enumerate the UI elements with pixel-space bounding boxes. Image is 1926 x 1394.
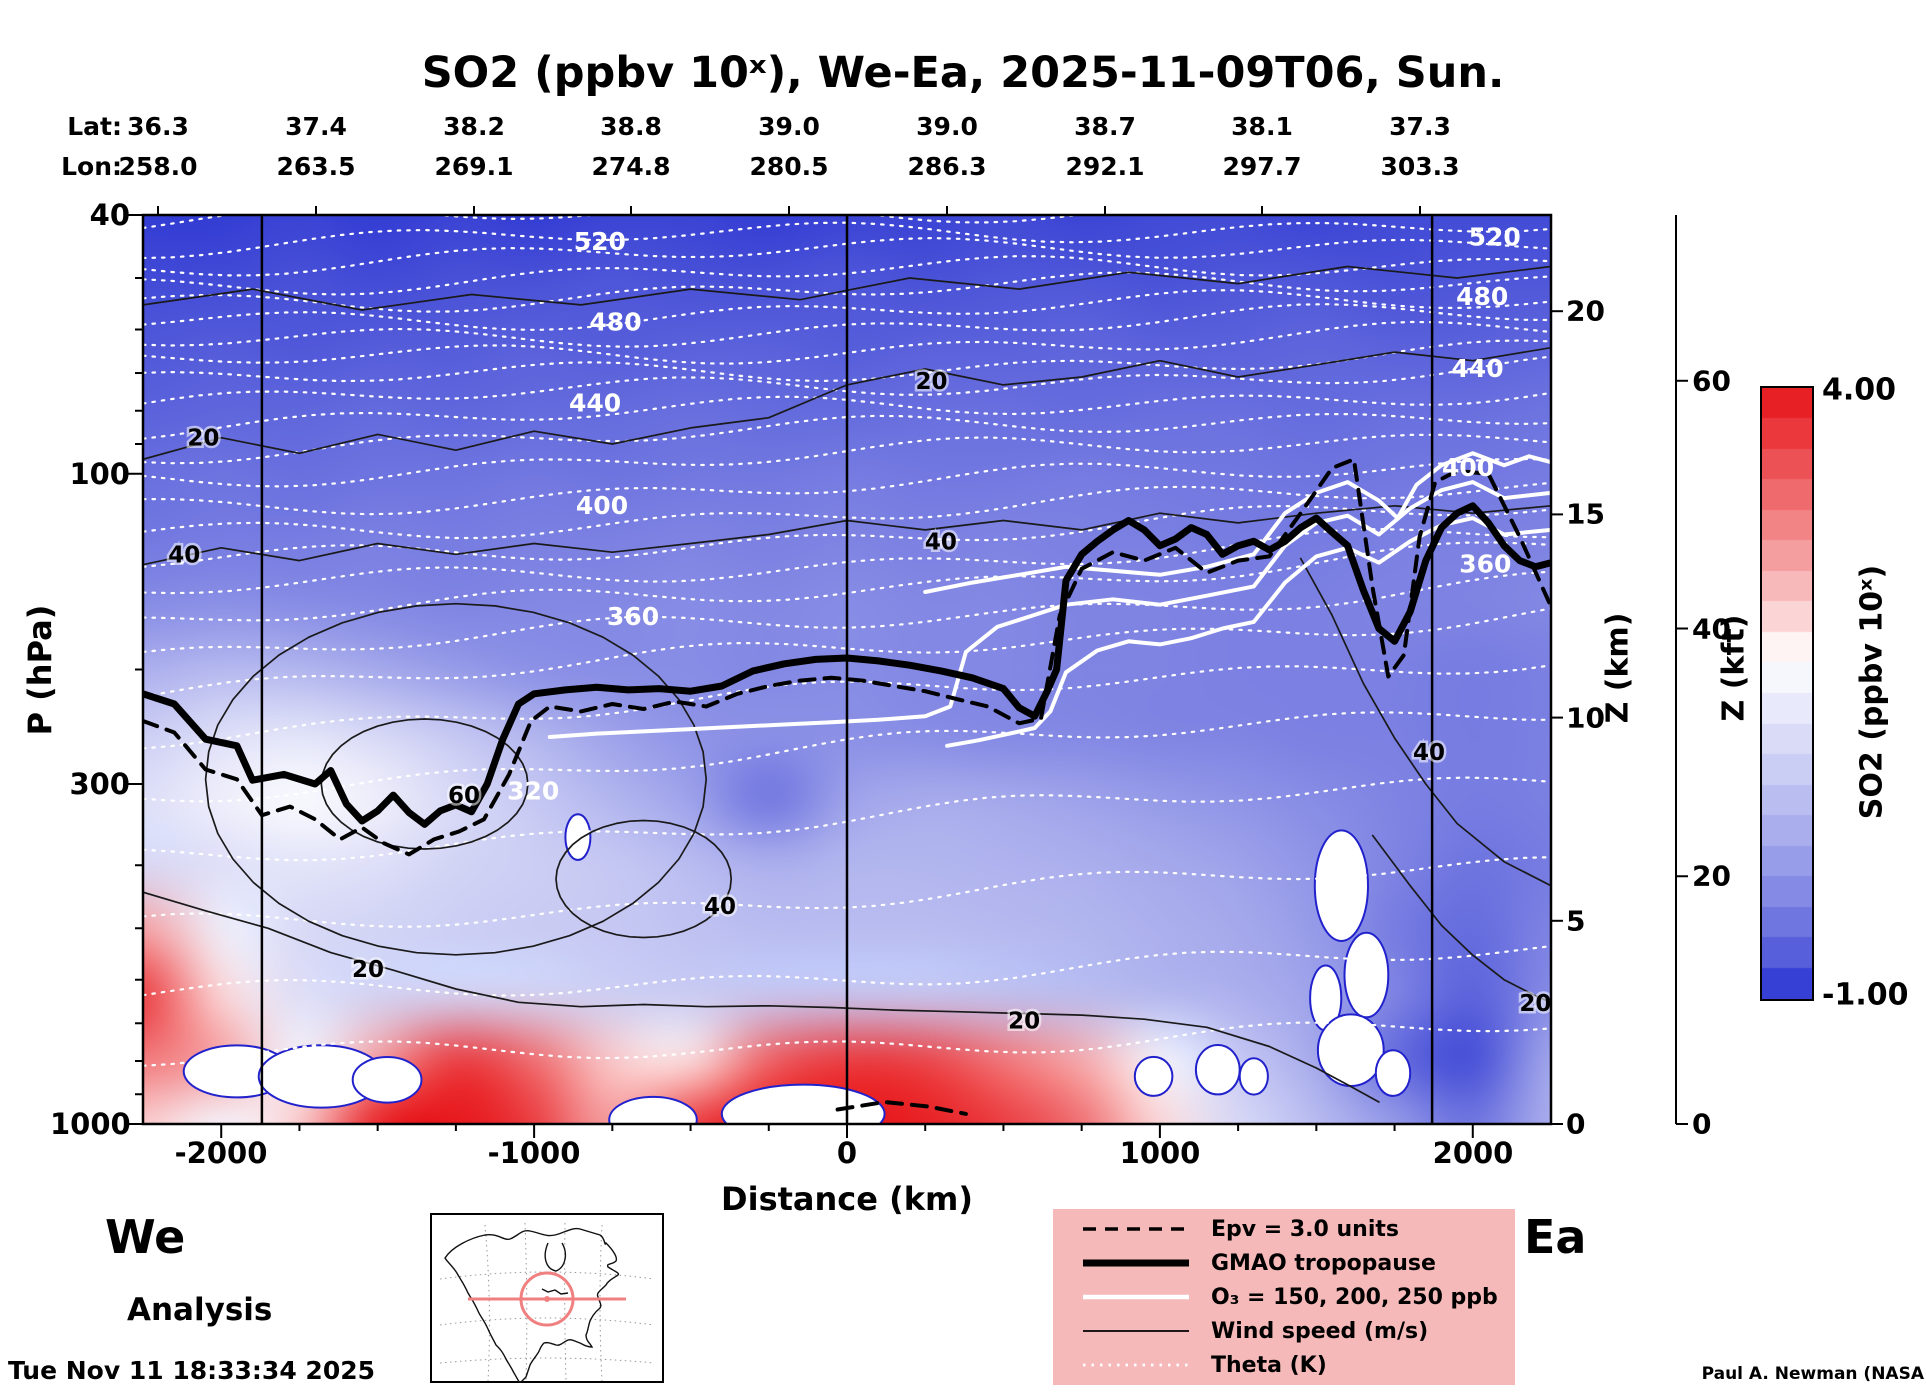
zkft-axis-title: Z (kft) xyxy=(1716,614,1752,722)
lat-value: 38.8 xyxy=(600,112,662,141)
thick-line-swatch xyxy=(1083,1259,1189,1267)
zkm-tick-label: 5 xyxy=(1566,904,1586,938)
colorbar-min-label: -1.00 xyxy=(1822,977,1909,1013)
pressure-axis-title: P (hPa) xyxy=(21,604,59,736)
legend-item-tropopause: GMAO tropopause xyxy=(1053,1248,1515,1279)
x-tick-label: -2000 xyxy=(174,1136,268,1170)
zkft-tick-label: 20 xyxy=(1692,859,1731,893)
y-tick-label: 100 xyxy=(69,457,130,491)
zkft-tick-label: 40 xyxy=(1692,612,1731,646)
analysis-label: Analysis xyxy=(127,1292,273,1328)
lat-value: 39.0 xyxy=(916,112,978,141)
zkm-tick-label: 10 xyxy=(1566,701,1605,735)
chart-title: SO2 (ppbv 10ˣ), We-Ea, 2025-11-09T06, Su… xyxy=(421,48,1505,98)
legend-label: Epv = 3.0 units xyxy=(1211,1216,1399,1242)
lat-value: 38.1 xyxy=(1231,112,1293,141)
map-transect-marker xyxy=(468,1271,626,1327)
thin-line-swatch xyxy=(1083,1330,1189,1332)
lat-value: 38.7 xyxy=(1074,112,1136,141)
zkm-tick-label: 15 xyxy=(1566,497,1605,531)
zkft-tick-label: 60 xyxy=(1692,364,1731,398)
lon-value: 263.5 xyxy=(276,152,356,181)
legend-label: GMAO tropopause xyxy=(1211,1250,1436,1276)
east-end-label: Ea xyxy=(1524,1210,1587,1264)
zkft-tick-label: 0 xyxy=(1692,1107,1712,1141)
lat-value: 37.3 xyxy=(1389,112,1451,141)
lon-value: 274.8 xyxy=(591,152,671,181)
lon-value: 286.3 xyxy=(907,152,987,181)
timestamp: Tue Nov 11 18:33:34 2025 xyxy=(8,1356,376,1385)
lon-value: 258.0 xyxy=(118,152,198,181)
legend: Epv = 3.0 units GMAO tropopause O₃ = 150… xyxy=(1053,1209,1515,1385)
legend-item-ozone: O₃ = 150, 200, 250 ppb xyxy=(1053,1282,1515,1313)
lat-value: 38.2 xyxy=(443,112,505,141)
zkm-tick-label: 0 xyxy=(1566,1107,1586,1141)
so2-field-canvas xyxy=(143,215,1551,1124)
y-tick-label: 40 xyxy=(89,198,130,232)
lon-value: 269.1 xyxy=(434,152,514,181)
map-inset xyxy=(430,1213,664,1383)
lat-value: 37.4 xyxy=(285,112,347,141)
x-tick-label: 2000 xyxy=(1432,1136,1514,1170)
zkm-tick-label: 20 xyxy=(1566,294,1605,328)
colorbar-max-label: 4.00 xyxy=(1822,372,1897,408)
x-tick-label: 1000 xyxy=(1119,1136,1201,1170)
lat-axis-label: Lat: xyxy=(67,112,122,141)
lon-value: 303.3 xyxy=(1380,152,1460,181)
legend-label: Theta (K) xyxy=(1211,1352,1327,1378)
y-tick-label: 1000 xyxy=(50,1107,131,1141)
lon-value: 297.7 xyxy=(1222,152,1302,181)
lon-value: 292.1 xyxy=(1065,152,1145,181)
white-dotted-line-swatch xyxy=(1083,1363,1189,1367)
legend-item-theta: Theta (K) xyxy=(1053,1350,1515,1381)
legend-label: Wind speed (m/s) xyxy=(1211,1318,1429,1344)
distance-axis-title: Distance (km) xyxy=(721,1180,973,1218)
x-tick-label: 0 xyxy=(836,1136,858,1170)
white-line-swatch xyxy=(1083,1294,1189,1300)
lat-value: 39.0 xyxy=(758,112,820,141)
legend-item-wind: Wind speed (m/s) xyxy=(1053,1316,1515,1347)
lat-value: 36.3 xyxy=(127,112,189,141)
west-end-label: We xyxy=(105,1210,186,1264)
x-tick-label: -1000 xyxy=(487,1136,581,1170)
legend-item-epv: Epv = 3.0 units xyxy=(1053,1214,1515,1245)
zkm-axis-title: Z (km) xyxy=(1600,612,1636,724)
legend-label: O₃ = 150, 200, 250 ppb xyxy=(1211,1284,1498,1310)
colorbar xyxy=(1760,386,1814,1001)
credit: Paul A. Newman (NASA xyxy=(1701,1364,1924,1384)
map-graticule xyxy=(439,1222,655,1382)
map-coastline xyxy=(444,1227,620,1383)
dashed-line-swatch xyxy=(1083,1227,1189,1231)
lon-value: 280.5 xyxy=(749,152,829,181)
lon-axis-label: Lon: xyxy=(61,152,122,181)
colorbar-title: SO2 (ppbv 10ˣ) xyxy=(1854,564,1890,820)
y-tick-label: 300 xyxy=(69,767,130,801)
